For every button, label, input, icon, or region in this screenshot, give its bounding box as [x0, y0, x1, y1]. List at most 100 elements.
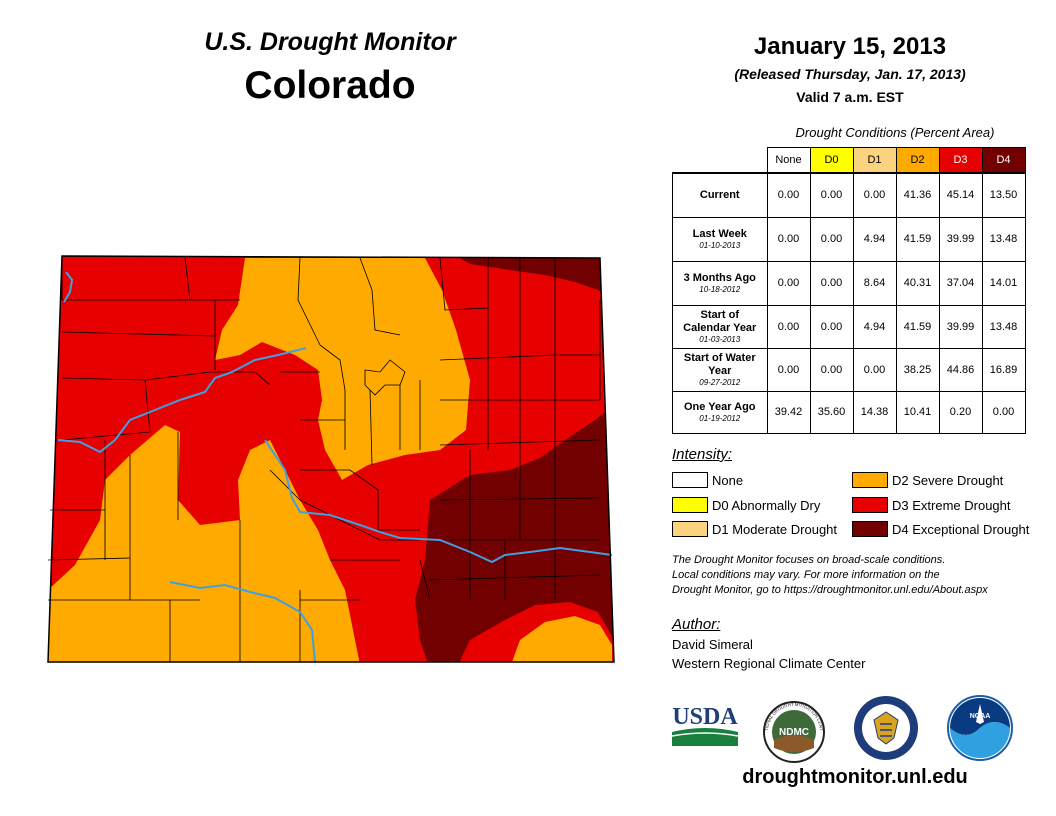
- author-org: Western Regional Climate Center: [672, 656, 866, 671]
- value-cell: 44.86: [938, 347, 983, 392]
- col-header-d1: D1: [852, 147, 897, 174]
- row-label: Last Week: [692, 227, 747, 240]
- drought-map: [47, 255, 615, 663]
- legend-swatch-d0: [672, 497, 708, 513]
- row-label: Current: [699, 188, 740, 201]
- table-header-row: None D0 D1 D2 D3 D4: [673, 147, 1026, 174]
- value-cell: 38.25: [895, 347, 940, 392]
- value-cell: 14.01: [981, 260, 1026, 306]
- col-header-d4: D4: [981, 147, 1026, 174]
- author-title: Author:: [672, 616, 721, 633]
- row-label-cell: Current: [672, 172, 768, 218]
- legend-swatch-d4: [852, 521, 888, 537]
- valid-date: January 15, 2013: [753, 33, 947, 60]
- legend-item-d1: D1 Moderate Drought: [672, 520, 837, 538]
- value-cell: 0.00: [809, 304, 854, 349]
- state-title: Colorado: [244, 64, 416, 107]
- legend-label-none: None: [712, 472, 744, 488]
- table-row: Last Week 01-10-2013 0.00 0.00 4.94 41.59 39.9…: [672, 216, 1026, 262]
- legend-swatch-d3: [852, 497, 888, 513]
- value-cell: 16.89: [981, 347, 1026, 392]
- legend-item-d3: D3 Extreme Drought: [852, 496, 1011, 514]
- legend-title: Intensity:: [672, 446, 733, 463]
- value-cell: 45.14: [938, 172, 983, 218]
- legend-label-d1: D1 Moderate Drought: [712, 521, 838, 537]
- row-date: 01-10-2013: [699, 240, 741, 250]
- ndmc-logo: NDMC NATIONAL DROUGHT MITIGATION CENTER: [760, 700, 825, 763]
- legend-label-d4: D4 Exceptional Drought: [892, 521, 1030, 537]
- row-label-cell: One Year Ago 01-19-2012: [672, 390, 768, 434]
- rivers: [57, 271, 613, 663]
- value-cell: 8.64: [852, 260, 897, 306]
- value-cell: 41.36: [895, 172, 940, 218]
- legend-swatch-none: [672, 472, 708, 488]
- disclaimer-line: Local conditions may vary. For more info…: [672, 569, 940, 581]
- legend-item-d2: D2 Severe Drought: [852, 471, 1003, 489]
- value-cell: 0.20: [938, 390, 983, 434]
- d4-region-northeast: [460, 256, 614, 300]
- commerce-seal-logo: [854, 696, 918, 760]
- legend-swatch-d2: [852, 472, 888, 488]
- legend-swatch-d1: [672, 521, 708, 537]
- value-cell: 0.00: [766, 216, 811, 262]
- row-label: Start of Water Year: [683, 351, 756, 377]
- value-cell: 4.94: [852, 216, 897, 262]
- disclaimer-line: Drought Monitor, go to https://droughtmo…: [672, 584, 988, 596]
- row-label: 3 Months Ago: [683, 271, 756, 284]
- d2-region-southeast-pocket: [512, 616, 612, 662]
- value-cell: 41.59: [895, 216, 940, 262]
- value-cell: 13.48: [981, 216, 1026, 262]
- website-link[interactable]: droughtmonitor.unl.edu: [742, 766, 968, 788]
- row-date: 09-27-2012: [699, 377, 741, 387]
- col-header-none: None: [766, 147, 811, 174]
- row-label: Start of Calendar Year: [683, 308, 757, 334]
- value-cell: 35.60: [809, 390, 854, 434]
- value-cell: 10.41: [895, 390, 940, 434]
- value-cell: 14.38: [852, 390, 897, 434]
- value-cell: 0.00: [852, 347, 897, 392]
- table-row: 3 Months Ago 10-18-2012 0.00 0.00 8.64 40.31 3…: [672, 260, 1026, 306]
- map-subtitle: U.S. Drought Monitor: [204, 28, 456, 56]
- value-cell: 13.48: [981, 304, 1026, 349]
- table-row: Start of Water Year 09-27-2012 0.00 0.00 0.0…: [672, 347, 1026, 392]
- row-label-cell: Start of Calendar Year 01-03-2013: [672, 304, 768, 349]
- row-date: 10-18-2012: [699, 284, 741, 294]
- county-lines: [47, 257, 601, 662]
- value-cell: 13.50: [981, 172, 1026, 218]
- table-caption: Drought Conditions (Percent Area): [795, 125, 995, 140]
- legend-label-d0: D0 Abnormally Dry: [712, 497, 821, 513]
- legend-item-d4: D4 Exceptional Drought: [852, 520, 1029, 538]
- release-date: (Released Thursday, Jan. 17, 2013): [734, 66, 966, 82]
- table-row: Current 0.00 0.00 0.00 41.36 45.14 13.50: [672, 172, 1026, 218]
- river-colorado-north: [57, 347, 307, 454]
- col-header-d2: D2: [895, 147, 940, 174]
- value-cell: 4.94: [852, 304, 897, 349]
- row-label: One Year Ago: [683, 400, 756, 413]
- row-date: 01-03-2013: [699, 334, 741, 344]
- noaa-logo-text: NOAA: [970, 713, 991, 720]
- col-header-d3: D3: [938, 147, 983, 174]
- value-cell: 0.00: [766, 347, 811, 392]
- legend-label-d2: D2 Severe Drought: [892, 472, 1004, 488]
- value-cell: 0.00: [809, 347, 854, 392]
- value-cell: 0.00: [809, 216, 854, 262]
- row-date: 01-19-2012: [699, 413, 741, 423]
- value-cell: 0.00: [852, 172, 897, 218]
- legend-item-none: None: [672, 471, 743, 489]
- value-cell: 39.42: [766, 390, 811, 434]
- legend-item-d0: D0 Abnormally Dry: [672, 496, 820, 514]
- col-header-d0: D0: [809, 147, 854, 174]
- value-cell: 0.00: [766, 260, 811, 306]
- ndmc-logo-text: NDMC: [779, 727, 809, 738]
- noaa-logo: NOAA: [947, 695, 1013, 761]
- table-row: Start of Calendar Year 01-03-2013 0.00 0.00…: [672, 304, 1026, 349]
- drought-conditions-table: None D0 D1 D2 D3 D4 Current 0.00 0.00 0.00 4…: [672, 147, 1026, 434]
- valid-time: Valid 7 a.m. EST: [796, 89, 904, 105]
- d2-region-north-central: [215, 258, 470, 480]
- value-cell: 41.59: [895, 304, 940, 349]
- legend-label-d3: D3 Extreme Drought: [892, 497, 1011, 513]
- table-row: One Year Ago 01-19-2012 39.42 35.60 14.38 10.…: [672, 390, 1026, 434]
- value-cell: 39.99: [938, 304, 983, 349]
- row-label-cell: Start of Water Year 09-27-2012: [672, 347, 768, 392]
- row-label-cell: 3 Months Ago 10-18-2012: [672, 260, 768, 306]
